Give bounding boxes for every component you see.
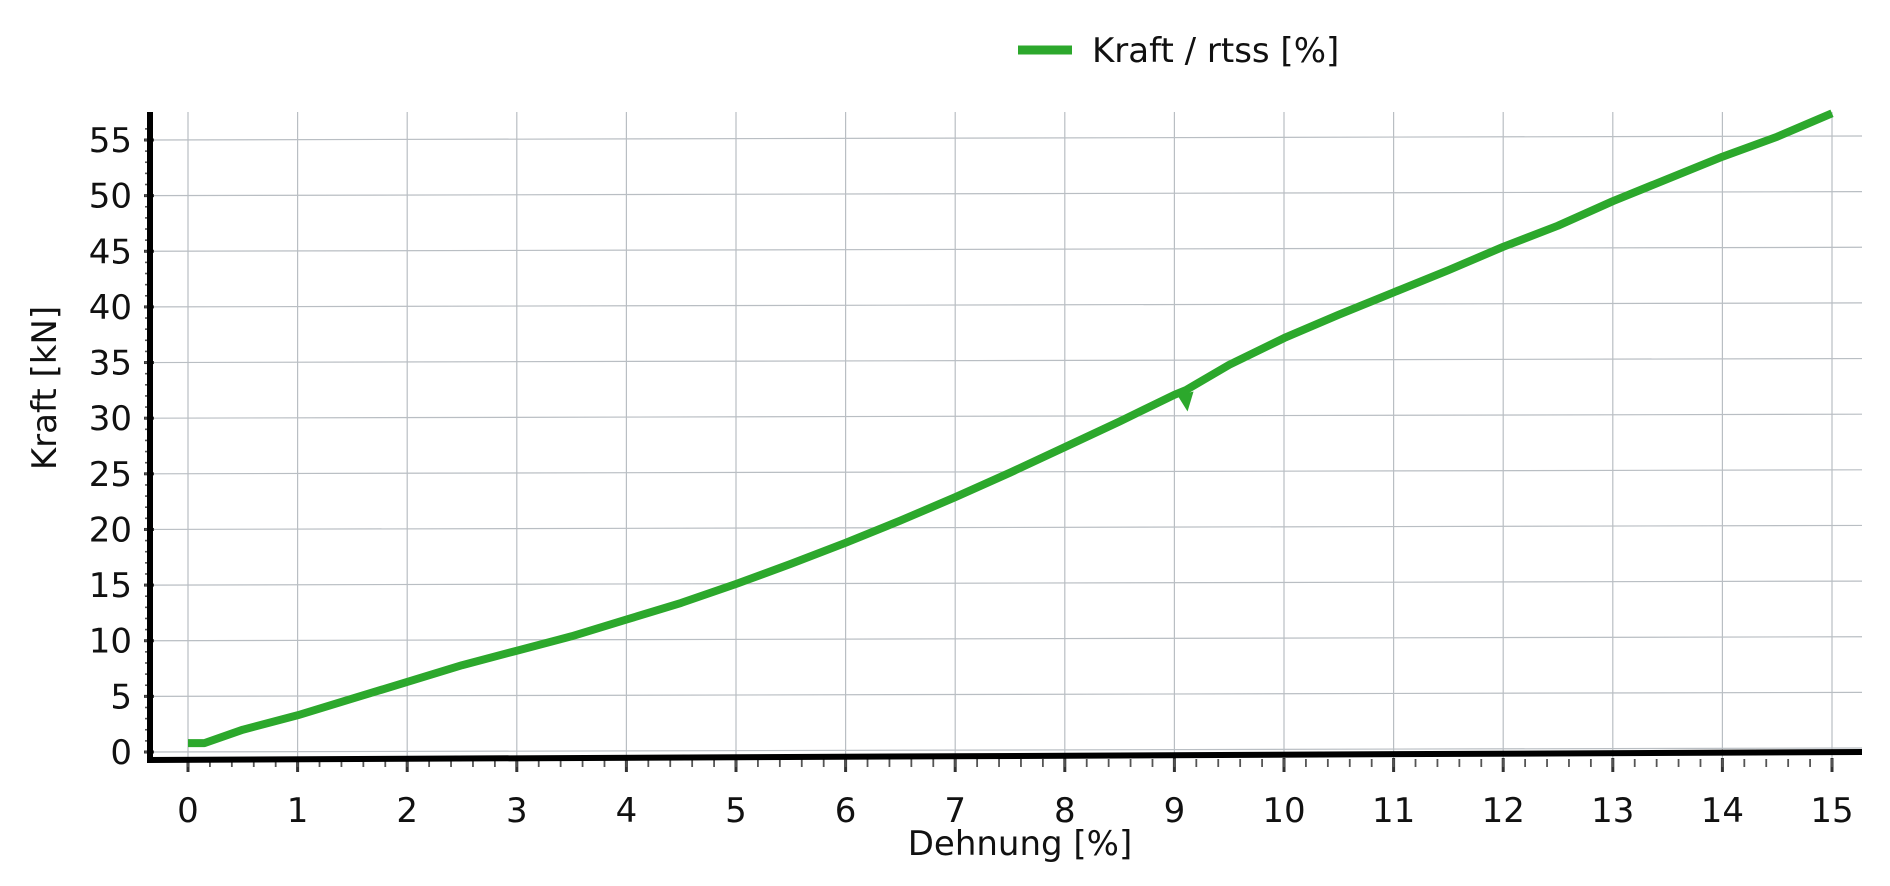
y-tick-label: 0 bbox=[110, 733, 132, 773]
x-tick-label: 4 bbox=[616, 791, 638, 831]
grid-line-y bbox=[149, 580, 1863, 586]
grid-line-y bbox=[149, 413, 1863, 419]
minor-ticks bbox=[144, 128, 1834, 772]
y-tick-label: 5 bbox=[110, 677, 132, 717]
series-line bbox=[188, 109, 1834, 748]
legend: Kraft / rtss [%] bbox=[1018, 31, 1339, 71]
x-tick-label: 2 bbox=[396, 791, 418, 831]
x-tick-label: 6 bbox=[835, 791, 857, 831]
x-tick-label: 1 bbox=[287, 791, 309, 831]
x-tick-label: 15 bbox=[1810, 791, 1853, 831]
legend-label: Kraft / rtss [%] bbox=[1092, 31, 1339, 71]
x-tick-label: 3 bbox=[506, 791, 528, 831]
grid-line-y bbox=[149, 246, 1863, 252]
grid-line-y bbox=[149, 524, 1863, 531]
x-tick-label: 13 bbox=[1591, 791, 1634, 831]
x-tick-label: 11 bbox=[1372, 791, 1415, 831]
x-tick-label: 12 bbox=[1482, 791, 1525, 831]
y-tick-label: 35 bbox=[89, 344, 132, 384]
grid-line-y bbox=[149, 191, 1863, 197]
x-tick-label: 5 bbox=[725, 791, 747, 831]
grid-line-y bbox=[149, 135, 1863, 141]
y-tick-label: 25 bbox=[89, 455, 132, 495]
x-tick-label: 0 bbox=[177, 791, 199, 831]
x-tick-label: 8 bbox=[1054, 791, 1076, 831]
x-axis-label: Dehnung [%] bbox=[908, 824, 1133, 864]
y-tick-label: 30 bbox=[89, 399, 132, 439]
x-tick-label: 14 bbox=[1701, 791, 1744, 831]
series-kink-mark bbox=[1177, 391, 1194, 412]
grid-line-y bbox=[149, 357, 1863, 364]
x-tick-label: 10 bbox=[1262, 791, 1305, 831]
y-axis-label: Kraft [kN] bbox=[25, 306, 65, 470]
y-tick-label: 20 bbox=[89, 510, 132, 550]
x-tick-label: 7 bbox=[944, 791, 966, 831]
y-tick-label: 50 bbox=[89, 177, 132, 217]
y-tick-label: 10 bbox=[89, 622, 132, 662]
grid-line-y bbox=[149, 691, 1863, 697]
y-tick-label: 15 bbox=[89, 566, 132, 606]
x-tick-labels: 0 1 2 3 4 5 6 7 8 9 10 11 12 13 14 15 bbox=[177, 791, 1853, 831]
series-layer bbox=[188, 109, 1834, 748]
grid-line-y bbox=[149, 636, 1863, 642]
y-tick-label: 45 bbox=[89, 232, 132, 272]
grid-line-y bbox=[149, 747, 1863, 753]
x-tick-label: 9 bbox=[1164, 791, 1186, 831]
y-tick-label: 40 bbox=[89, 288, 132, 328]
y-tick-labels: 0 5 10 15 20 25 30 35 40 45 50 55 bbox=[89, 121, 132, 773]
grid-line-y bbox=[149, 302, 1863, 308]
x-axis-line bbox=[146, 749, 1863, 763]
y-tick-label: 55 bbox=[89, 121, 132, 161]
grid bbox=[149, 112, 1863, 760]
